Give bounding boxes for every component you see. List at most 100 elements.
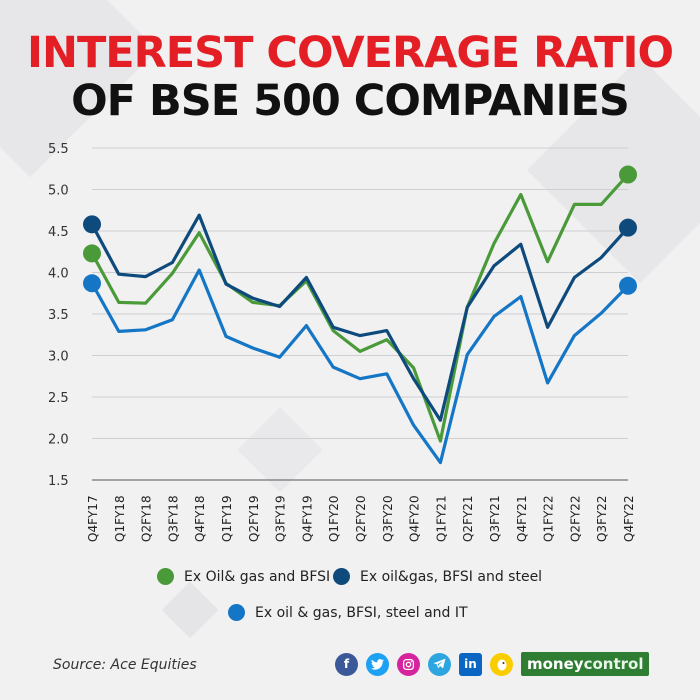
data-point: [251, 296, 255, 300]
end-marker-series-3: [619, 276, 637, 295]
y-tick-label: 5.5: [48, 142, 69, 157]
legend-swatch-green: [157, 568, 174, 585]
x-tick-label: Q1FY19: [220, 495, 234, 542]
source-note: Source: Ace Equities: [53, 657, 197, 673]
data-point: [171, 261, 174, 264]
data-point: [197, 213, 201, 217]
data-point: [519, 193, 523, 196]
data-point: [331, 325, 335, 329]
y-axis-ticks: 1.5 2.0 2.5 3.0 3.5 4.0 4.5 5.0 5.5: [48, 142, 69, 489]
data-point: [358, 377, 362, 381]
series-line-3: [90, 268, 630, 465]
koo-icon[interactable]: [490, 652, 513, 676]
data-point: [197, 231, 201, 234]
end-marker-series-2: [619, 218, 637, 237]
x-tick-label: Q1FY21: [434, 495, 448, 542]
y-tick-label: 3.0: [48, 350, 69, 365]
data-point: [251, 346, 255, 350]
data-point: [573, 276, 576, 279]
legend-item-series-1: Ex Oil& gas and BFSI: [157, 568, 330, 585]
social-links: f in money control: [335, 652, 650, 676]
data-point: [331, 365, 335, 369]
data-point: [278, 305, 281, 308]
chart-title-line-2: OF BSE 500 COMPANIES: [71, 76, 630, 126]
data-point: [117, 272, 121, 276]
moneycontrol-logo[interactable]: money control: [521, 652, 650, 676]
data-point: [144, 275, 147, 278]
legend-label: Ex oil & gas, BFSI, steel and IT: [255, 604, 468, 621]
data-point: [331, 329, 335, 332]
data-point: [439, 439, 442, 443]
start-marker-series-1: [83, 244, 101, 263]
start-marker-series-2: [83, 215, 101, 234]
y-tick-label: 1.5: [48, 474, 69, 489]
data-point: [573, 203, 576, 206]
brand-control: control: [583, 655, 644, 673]
data-point: [171, 272, 174, 275]
x-tick-label: Q3FY22: [595, 495, 609, 542]
x-tick-label: Q4FY20: [408, 495, 422, 542]
y-tick-label: 4.5: [48, 225, 69, 240]
data-point: [117, 301, 121, 304]
facebook-icon[interactable]: f: [335, 652, 358, 676]
data-point: [439, 461, 442, 464]
chart-title-line-1: INTEREST COVERAGE RATIO: [26, 28, 674, 78]
twitter-icon[interactable]: [366, 652, 389, 676]
data-point: [412, 423, 415, 427]
x-tick-label: Q4FY17: [86, 495, 100, 542]
data-point: [412, 377, 415, 381]
linkedin-icon[interactable]: in: [459, 652, 482, 676]
x-tick-label: Q2FY21: [461, 495, 475, 542]
x-tick-label: Q4FY22: [622, 495, 636, 542]
data-point: [144, 328, 147, 332]
y-tick-label: 5.0: [48, 184, 69, 199]
instagram-icon[interactable]: [397, 652, 420, 676]
series-end-markers: [83, 165, 637, 295]
data-point: [385, 338, 389, 342]
data-point: [251, 301, 255, 304]
legend-item-series-3: Ex oil & gas, BFSI, steel and IT: [228, 604, 468, 621]
data-point: [465, 353, 469, 356]
legend-label: Ex oil&gas, BFSI and steel: [360, 568, 543, 585]
data-point: [117, 330, 121, 333]
data-point: [385, 329, 389, 332]
end-marker-series-1: [619, 165, 637, 184]
data-point: [599, 256, 603, 259]
data-point: [546, 260, 549, 264]
legend-label: Ex Oil& gas and BFSI: [184, 568, 331, 585]
data-point: [519, 242, 523, 246]
grid-lines: [92, 147, 628, 481]
x-axis-ticks: Q4FY17 Q1FY18 Q2FY18 Q3FY18 Q4FY18 Q1FY19 Q2FY…: [86, 495, 636, 542]
data-point: [519, 295, 523, 298]
x-tick-label: Q1FY22: [542, 495, 556, 542]
legend-swatch-dark-blue: [333, 568, 350, 585]
y-tick-label: 2.0: [48, 433, 69, 448]
data-point: [546, 325, 549, 329]
data-point: [546, 381, 549, 385]
series-lines: [90, 173, 630, 465]
x-tick-label: Q1FY20: [327, 495, 341, 542]
data-point: [492, 315, 496, 318]
data-point: [465, 306, 469, 309]
x-tick-label: Q4FY18: [193, 495, 207, 542]
x-tick-label: Q2FY19: [247, 495, 261, 542]
data-point: [599, 311, 603, 315]
x-tick-label: Q2FY20: [354, 495, 368, 542]
data-point: [492, 242, 496, 245]
telegram-icon[interactable]: [428, 652, 451, 676]
data-point: [305, 324, 308, 327]
data-point: [305, 276, 308, 279]
data-point: [358, 334, 362, 337]
y-tick-label: 4.0: [48, 267, 69, 282]
series-line-1: [90, 173, 630, 443]
x-tick-label: Q2FY18: [140, 495, 154, 542]
x-tick-label: Q3FY18: [166, 495, 180, 542]
x-tick-label: Q1FY18: [113, 495, 127, 542]
data-point: [573, 334, 576, 337]
data-point: [278, 355, 281, 359]
data-point: [358, 350, 362, 353]
x-tick-label: Q3FY19: [274, 495, 288, 542]
x-tick-label: Q3FY21: [488, 495, 502, 542]
x-tick-label: Q4FY21: [515, 495, 529, 542]
